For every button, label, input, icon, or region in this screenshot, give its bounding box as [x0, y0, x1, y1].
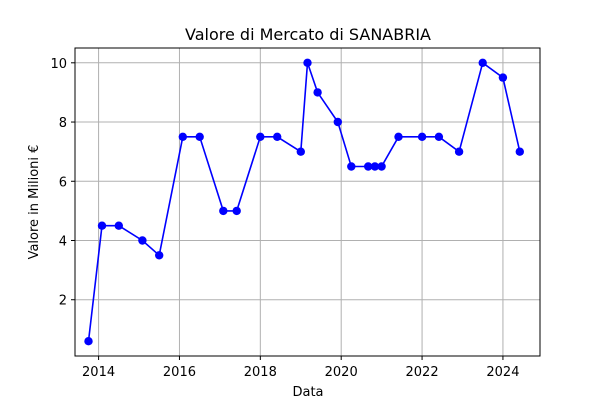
- x-tick-label: 2014: [82, 365, 115, 380]
- data-point: [498, 73, 508, 82]
- data-point: [219, 206, 228, 216]
- data-point: [454, 147, 464, 156]
- y-axis-label: Valore in Milioni €: [27, 145, 42, 260]
- y-tick-label: 2: [59, 294, 67, 309]
- data-point: [232, 206, 241, 216]
- data-point: [178, 132, 187, 141]
- x-tick-label: 2020: [325, 365, 358, 380]
- x-tick-label: 2024: [486, 365, 519, 380]
- plot-frame: [74, 47, 541, 357]
- data-point: [394, 132, 403, 141]
- data-point: [478, 58, 487, 67]
- data-point: [138, 236, 147, 245]
- data-point: [256, 132, 265, 141]
- data-point: [155, 251, 164, 260]
- y-tick-label: 4: [59, 235, 67, 250]
- x-tick-label: 2018: [244, 365, 277, 380]
- data-point: [195, 132, 204, 141]
- y-axis-ticks: 2 4 6 8 10: [50, 57, 75, 309]
- data-point: [377, 162, 386, 171]
- data-point: [515, 147, 524, 156]
- data-point: [417, 132, 427, 141]
- data-point: [333, 117, 342, 127]
- data-point: [364, 162, 373, 171]
- grid-lines: [75, 48, 540, 356]
- data-point: [370, 162, 380, 171]
- data-point: [97, 221, 107, 230]
- data-point: [303, 58, 312, 67]
- y-tick-label: 8: [59, 116, 67, 131]
- series-group: [84, 58, 524, 346]
- data-point: [347, 162, 356, 171]
- data-point: [114, 221, 124, 230]
- chart-title: Valore di Mercato di SANABRIA: [185, 25, 431, 44]
- x-tick-label: 2022: [406, 365, 439, 380]
- data-point: [296, 147, 305, 156]
- data-point: [84, 337, 93, 346]
- data-point: [434, 132, 444, 141]
- x-tick-label: 2016: [163, 365, 196, 380]
- y-tick-label: 10: [50, 57, 67, 72]
- data-point: [273, 132, 282, 141]
- x-axis-ticks: 2014 2016 2018 2020 2022 2024: [82, 356, 519, 380]
- y-tick-label: 6: [59, 175, 67, 190]
- data-point: [313, 88, 322, 97]
- x-axis-label: Data: [292, 385, 323, 400]
